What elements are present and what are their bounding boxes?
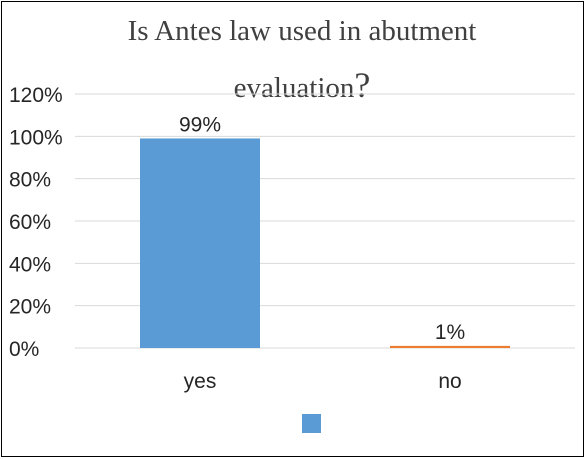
legend-swatch bbox=[302, 414, 321, 433]
y-tick-label-120: 120% bbox=[9, 84, 63, 107]
chart-title-line-1: Is Antes law used in abutment bbox=[127, 15, 477, 47]
y-tick-label-60: 60% bbox=[9, 211, 51, 234]
x-tick-label-no: no bbox=[438, 370, 461, 393]
x-tick-label-yes: yes bbox=[184, 370, 217, 393]
bar-yes bbox=[140, 138, 260, 348]
y-tick-label-0: 0% bbox=[9, 338, 39, 361]
y-tick-label-40: 40% bbox=[9, 253, 51, 276]
bar-no bbox=[390, 345, 510, 348]
y-tick-label-100: 100% bbox=[9, 126, 63, 149]
data-label-yes: 99% bbox=[179, 113, 221, 136]
chart-title-line-2: evaluation? bbox=[42, 67, 562, 105]
y-tick-label-80: 80% bbox=[9, 169, 51, 192]
chart-title-line-2-text: evaluation bbox=[233, 72, 355, 104]
data-label-no: 1% bbox=[435, 321, 465, 344]
y-tick-label-20: 20% bbox=[9, 296, 51, 319]
